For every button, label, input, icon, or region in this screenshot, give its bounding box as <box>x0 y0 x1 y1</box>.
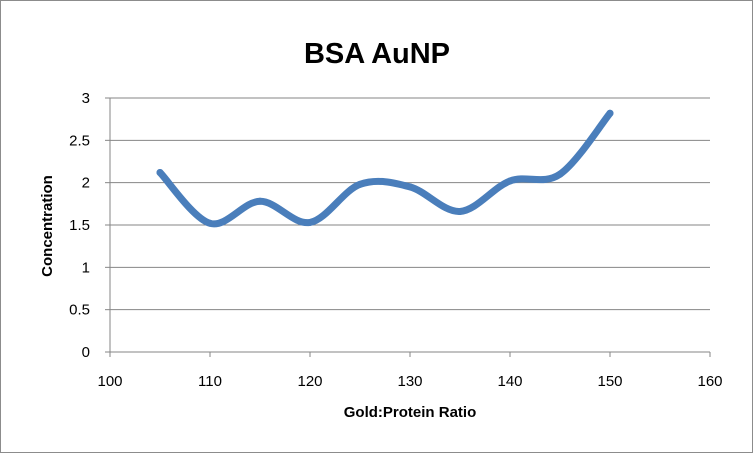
series-layer <box>156 109 614 228</box>
y-tick-label: 1.5 <box>69 217 90 234</box>
data-point-125 <box>356 180 364 188</box>
x-tick-label: 140 <box>497 373 522 390</box>
data-point-135 <box>456 207 464 215</box>
x-tick-label: 160 <box>697 373 722 390</box>
data-point-110 <box>206 219 214 227</box>
series-line-0 <box>156 109 614 228</box>
y-tick-label: 0.5 <box>69 302 90 319</box>
x-axis-ticks: 100 110 120 130 140 150 160 <box>97 352 723 390</box>
gridlines <box>110 97 710 311</box>
y-tick-label: 2 <box>82 175 90 192</box>
data-point-150 <box>606 109 614 117</box>
y-tick-label: 0 <box>82 344 90 361</box>
data-point-105 <box>156 169 164 177</box>
chart-title: BSA AuNP <box>304 38 450 70</box>
x-axis-label: Gold:Protein Ratio <box>344 404 477 421</box>
data-point-115 <box>256 197 264 205</box>
data-point-145 <box>556 170 564 178</box>
data-point-140 <box>506 177 514 185</box>
x-tick-label: 110 <box>198 373 222 390</box>
y-axis-label: Concentration <box>39 175 56 277</box>
y-axis-ticks: 0 0.5 1 1.5 2 2.5 3 <box>69 90 110 361</box>
y-tick-label: 3 <box>82 90 90 107</box>
y-tick-label: 1 <box>82 259 90 276</box>
y-tick-label: 2.5 <box>69 132 90 149</box>
data-point-120 <box>306 218 314 226</box>
x-tick-label: 120 <box>297 373 322 390</box>
x-tick-label: 130 <box>397 373 422 390</box>
data-point-130 <box>406 183 414 191</box>
x-tick-label: 150 <box>597 373 622 390</box>
x-tick-label: 100 <box>97 373 122 390</box>
